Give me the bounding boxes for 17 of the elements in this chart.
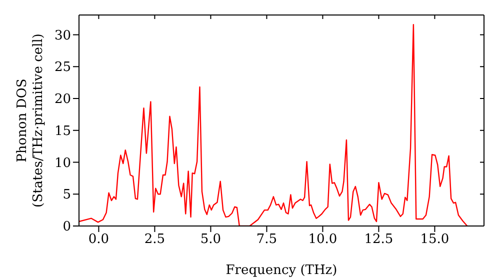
x-tick-label: 5.0 <box>200 232 222 248</box>
x-tick-label: 10.0 <box>308 232 338 248</box>
y-tick-label: 5 <box>62 188 71 203</box>
line-series <box>79 24 468 226</box>
x-tick-label: 2.5 <box>144 232 166 248</box>
x-axis-title: Frequency (THz) <box>226 263 338 278</box>
x-tick-label: 0.0 <box>88 232 110 248</box>
y-axis-title: Phonon DOS (States/THz·primitive cell) <box>15 33 46 208</box>
y-tick-label: 20 <box>54 92 71 108</box>
y-tick-label: 30 <box>54 28 71 44</box>
y-tick-label: 15 <box>54 124 71 139</box>
x-tick-label: 7.5 <box>256 232 278 248</box>
y-tick-label: 25 <box>54 60 71 76</box>
y-tick-label: 10 <box>54 156 71 171</box>
y-tick-label: 0 <box>62 220 71 235</box>
x-tick-label: 12.5 <box>364 232 394 248</box>
x-tick-label: 15.0 <box>420 232 450 248</box>
